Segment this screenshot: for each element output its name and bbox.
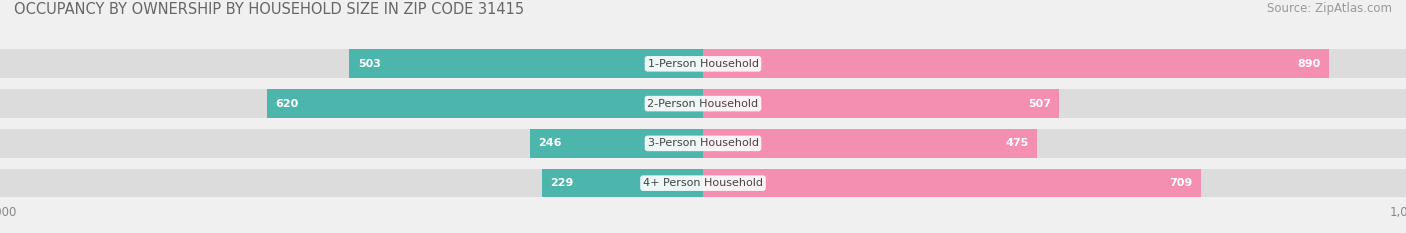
Bar bbox=[703, 89, 1406, 118]
Text: 890: 890 bbox=[1296, 59, 1320, 69]
Bar bbox=[703, 49, 1329, 78]
Text: 507: 507 bbox=[1028, 99, 1052, 109]
Text: 503: 503 bbox=[357, 59, 381, 69]
Bar bbox=[541, 169, 703, 198]
Bar bbox=[530, 129, 703, 158]
Bar bbox=[703, 129, 1038, 158]
Text: 475: 475 bbox=[1005, 138, 1029, 148]
Text: 620: 620 bbox=[276, 99, 299, 109]
Text: 709: 709 bbox=[1170, 178, 1192, 188]
Text: 246: 246 bbox=[538, 138, 562, 148]
Text: 1-Person Household: 1-Person Household bbox=[648, 59, 758, 69]
Text: 2-Person Household: 2-Person Household bbox=[647, 99, 759, 109]
Bar bbox=[703, 89, 1060, 118]
Bar bbox=[703, 129, 1406, 158]
Text: 3-Person Household: 3-Person Household bbox=[648, 138, 758, 148]
Bar bbox=[703, 169, 1406, 198]
Bar bbox=[0, 129, 703, 158]
Text: OCCUPANCY BY OWNERSHIP BY HOUSEHOLD SIZE IN ZIP CODE 31415: OCCUPANCY BY OWNERSHIP BY HOUSEHOLD SIZE… bbox=[14, 2, 524, 17]
Bar bbox=[703, 169, 1202, 198]
Text: 4+ Person Household: 4+ Person Household bbox=[643, 178, 763, 188]
Text: Source: ZipAtlas.com: Source: ZipAtlas.com bbox=[1267, 2, 1392, 15]
Bar bbox=[267, 89, 703, 118]
Bar bbox=[703, 49, 1406, 78]
Bar bbox=[349, 49, 703, 78]
Bar bbox=[0, 49, 703, 78]
Bar bbox=[0, 89, 703, 118]
Text: 229: 229 bbox=[550, 178, 574, 188]
Bar bbox=[0, 169, 703, 198]
